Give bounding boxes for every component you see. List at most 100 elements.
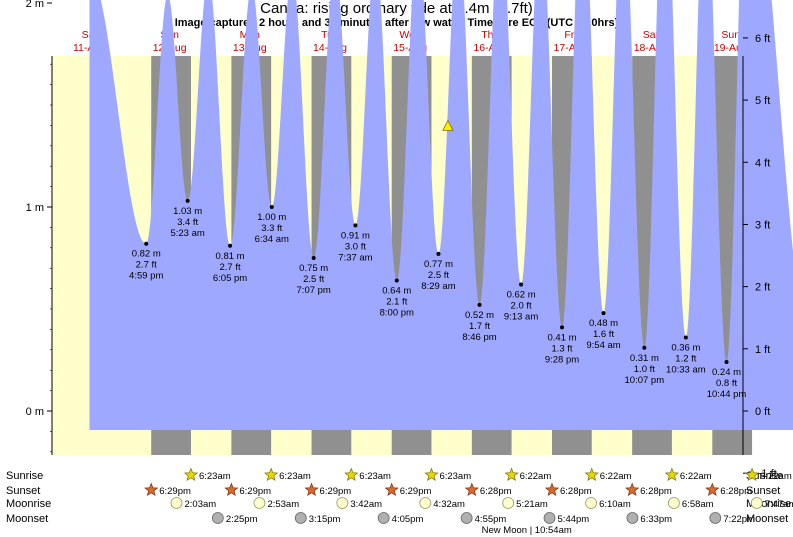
extreme-time: 7:37 am [338,252,372,263]
sunrise-icon [744,467,760,482]
extreme-labels: 0.82 m2.7 ft4:59 pm11:26 pm6.7 ft2.04 m1… [129,198,746,400]
extreme-time: 9:28 pm [545,354,579,365]
extreme-m: 0.82 m [132,249,161,260]
moonrise-icon [750,497,763,509]
extreme-ft: 3.3 ft [261,223,282,234]
moonrise-time: 6:58am [682,499,714,510]
extreme-time: 8:46 pm [462,332,496,343]
extreme-point [436,251,441,256]
right-tick-label: 3 ft [755,219,770,231]
moonset-time: 6:33pm [640,514,672,525]
moonset-icon [294,512,307,524]
moonrise-time: 4:32am [433,499,465,510]
extreme-time: 6:05 pm [213,273,247,284]
moonrise-time: 7:47am [765,499,793,510]
right-tick-label: 6 ft [755,33,770,45]
sunset-icon [544,482,560,497]
sunset-row-label-left: Sunset [6,485,40,497]
extreme-m: 0.24 m [712,367,741,378]
moonrise-icon [419,497,432,509]
sunrise-icon [264,467,279,482]
sunrise-icon [504,467,519,482]
extreme-point [683,335,688,340]
moonset-icon [460,512,473,524]
extreme-point [394,278,399,283]
sunrise-time: 6:22am [520,471,552,482]
extreme-ft: 3.0 ft [345,241,366,252]
current-level-marker [442,119,454,131]
extreme-ft: 2.0 ft [511,301,532,312]
right-tick-label: −1 ft [755,468,777,480]
moonset-icon [543,512,556,524]
extreme-point [353,223,358,228]
sunrise-row-label-left: Sunrise [6,470,43,482]
moonset-time: 3:15pm [309,514,341,525]
extreme-m: 0.52 m [465,310,494,321]
extreme-ft: 1.7 ft [469,321,490,332]
extreme-m: 0.77 m [424,259,453,270]
extreme-ft: 1.0 ft [634,364,655,375]
sunrise-icon [584,467,599,482]
moonrise-icon [667,497,680,509]
extreme-m: 0.48 m [589,318,618,329]
day-of-week-label: Fri [564,29,576,41]
sunrise-icon [344,467,359,482]
extreme-m: 0.75 m [299,263,328,274]
extreme-time: 6:34 am [255,234,289,245]
extreme-time: 10:07 pm [625,375,665,386]
extreme-time: 4:59 pm [129,271,163,282]
sunset-time: 6:29pm [239,486,271,497]
extreme-point [144,241,149,246]
sunrise-time: 6:23am [199,471,231,482]
extreme-time: 8:00 pm [380,307,414,318]
tide-area [89,0,793,430]
extreme-ft: 2.7 ft [136,260,157,271]
extreme-m: 0.62 m [507,290,536,301]
moonrise-icon [502,497,515,509]
extreme-m: 0.31 m [630,353,659,364]
moonset-icon [211,512,224,524]
extreme-point [311,256,316,260]
sunrise-time: 6:22am [760,471,792,482]
extreme-point [560,325,565,330]
extreme-time: 8:29 am [421,281,455,292]
moonset-row-label-right: Moonset [746,513,788,525]
sunrise-icon [183,467,199,482]
right-tick-label: 5 ft [755,95,770,107]
sunset-icon [625,482,640,497]
sunrise-icon [664,467,679,482]
sunset-time: 6:29pm [320,486,352,497]
extreme-point [601,311,606,316]
moonrise-row-label-left: Moonrise [6,498,51,510]
sunset-time: 6:28pm [480,486,512,497]
sunset-time: 6:28pm [640,486,672,497]
moonset-time: 4:05pm [392,514,424,525]
sunset-icon [705,482,720,497]
extreme-point [519,282,524,287]
right-tick-label: 1 ft [755,344,770,356]
sunrise-time: 6:22am [680,471,712,482]
extreme-time: 10:33 am [666,365,706,376]
moonset-time: 5:44pm [558,514,590,525]
right-tick-label: 2 ft [755,282,770,294]
moonrise-time: 3:42am [350,499,382,510]
sunrise-time: 6:23am [279,471,311,482]
extreme-ft: 2.7 ft [219,262,240,273]
extreme-point [185,198,190,203]
extreme-m: 0.41 m [547,332,576,343]
left-tick-label: 0 m [26,406,44,418]
moonset-time: 4:55pm [475,514,507,525]
sunset-icon [224,482,239,497]
moonrise-icon [585,497,597,509]
extreme-time: 5:23 am [170,228,204,239]
moonrise-time: 6:10am [599,499,631,510]
day-of-week-label: Sun [721,29,740,41]
moonset-icon [626,512,639,524]
extreme-m: 0.36 m [671,343,700,354]
extreme-ft: 3.4 ft [177,217,198,228]
extreme-time: 9:54 am [586,340,620,351]
sunset-time: 6:29pm [159,486,191,497]
right-tick-label: 0 ft [755,406,770,418]
